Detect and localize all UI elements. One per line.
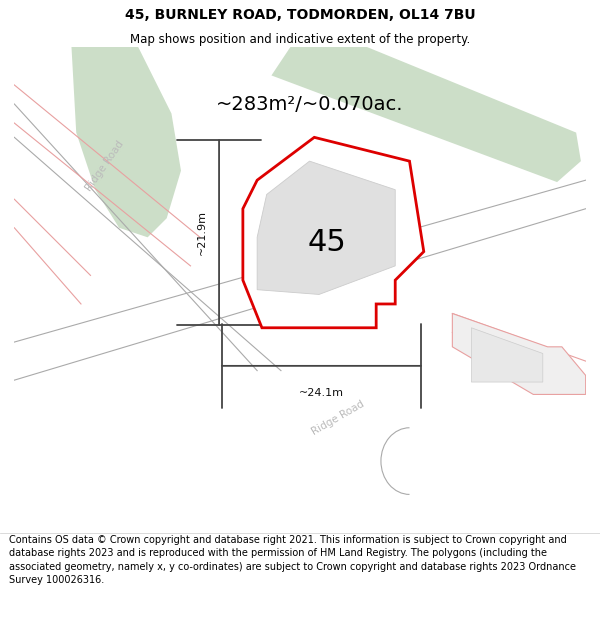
Text: 45: 45 bbox=[307, 228, 346, 257]
Polygon shape bbox=[452, 314, 586, 394]
Polygon shape bbox=[243, 138, 424, 328]
Polygon shape bbox=[71, 47, 181, 238]
Text: ~24.1m: ~24.1m bbox=[299, 388, 344, 398]
Text: Ridge Road: Ridge Road bbox=[310, 399, 366, 437]
Text: Ridge Road: Ridge Road bbox=[84, 139, 126, 193]
Polygon shape bbox=[472, 328, 543, 382]
Text: Map shows position and indicative extent of the property.: Map shows position and indicative extent… bbox=[130, 32, 470, 46]
Text: 45, BURNLEY ROAD, TODMORDEN, OL14 7BU: 45, BURNLEY ROAD, TODMORDEN, OL14 7BU bbox=[125, 8, 475, 22]
Polygon shape bbox=[271, 47, 581, 182]
Text: ~21.9m: ~21.9m bbox=[197, 210, 207, 255]
Polygon shape bbox=[257, 161, 395, 294]
Text: ~283m²/~0.070ac.: ~283m²/~0.070ac. bbox=[216, 94, 403, 114]
Text: Contains OS data © Crown copyright and database right 2021. This information is : Contains OS data © Crown copyright and d… bbox=[9, 535, 576, 585]
